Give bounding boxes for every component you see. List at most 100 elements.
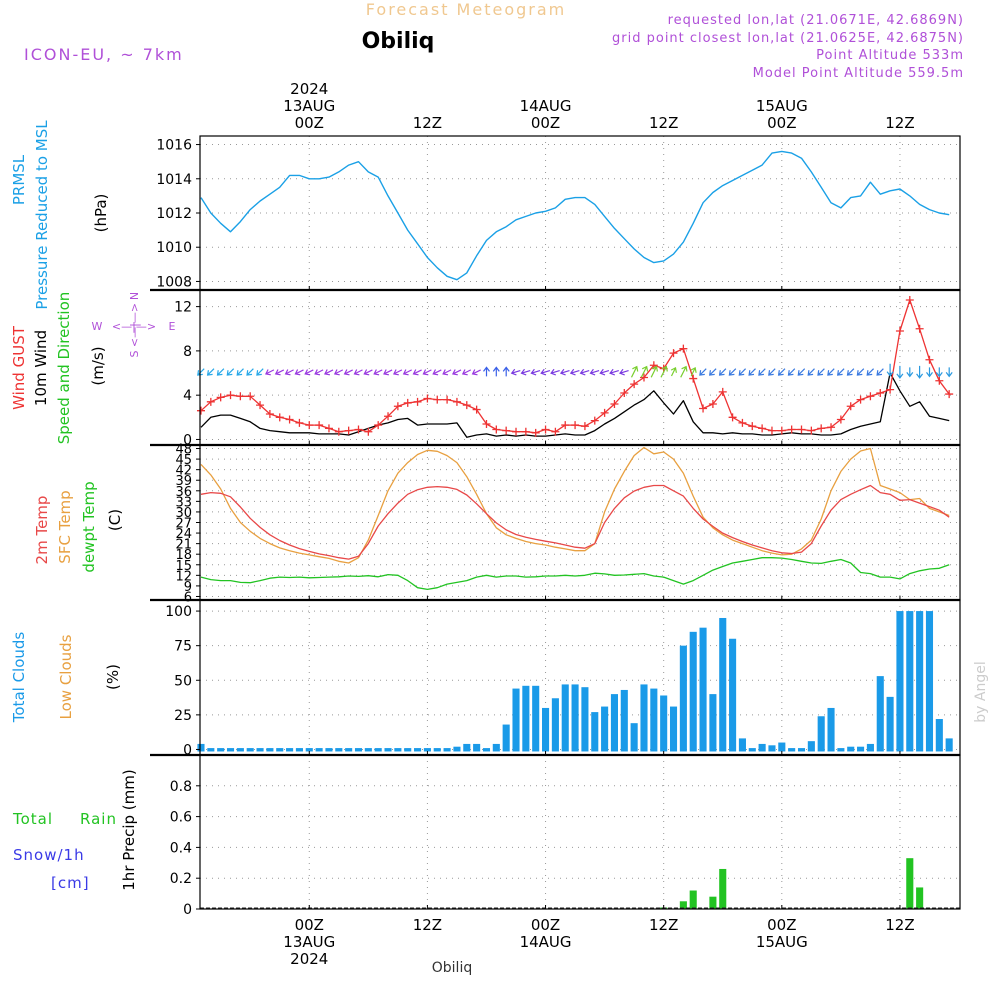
wind-gust-marker bbox=[748, 422, 757, 431]
wind-gust-marker bbox=[758, 424, 767, 433]
wind-direction-arrow bbox=[412, 369, 422, 376]
wind-direction-arrow bbox=[402, 369, 412, 376]
cloud-bar bbox=[266, 748, 274, 752]
wind-10m-series-line bbox=[200, 372, 950, 438]
cloud-bar bbox=[886, 696, 894, 752]
credit-text: by Angel bbox=[973, 661, 989, 722]
wind-direction-arrow bbox=[945, 367, 953, 378]
wind-direction-arrow bbox=[236, 368, 244, 376]
wind-gust-marker bbox=[324, 424, 333, 433]
y-tick-label: 0.2 bbox=[170, 871, 192, 887]
time-label-top: 14AUG bbox=[520, 97, 572, 115]
wind-direction-arrow bbox=[284, 369, 294, 376]
clouds-low-label: Low Clouds bbox=[57, 634, 75, 719]
wind-gust-marker bbox=[915, 324, 924, 333]
cloud-bar bbox=[640, 684, 648, 752]
wind-gust-marker bbox=[620, 388, 629, 397]
wind-gust-marker bbox=[354, 425, 363, 434]
wind-gust-marker bbox=[275, 413, 284, 422]
wind-gust-marker bbox=[285, 415, 294, 424]
time-label-top: 00Z bbox=[767, 114, 796, 132]
wind-direction-arrow bbox=[393, 369, 403, 376]
cloud-bar bbox=[896, 611, 904, 752]
cloud-bar bbox=[551, 698, 559, 752]
time-label-bottom: 2024 bbox=[290, 950, 328, 968]
y-tick-label: 42 bbox=[175, 464, 192, 479]
cloud-bar bbox=[463, 743, 471, 752]
y-tick-label: 100 bbox=[165, 604, 192, 620]
wind-direction-arrow bbox=[630, 365, 639, 378]
y-tick-label: 50 bbox=[174, 673, 192, 689]
cloud-bar bbox=[817, 716, 825, 752]
wind-direction-arrow bbox=[246, 368, 254, 376]
cloud-bar bbox=[473, 743, 481, 752]
wind-direction-arrow bbox=[690, 367, 697, 377]
wind-direction-arrow bbox=[886, 363, 894, 377]
wind-gust-marker bbox=[797, 425, 806, 434]
wind-gust-marker bbox=[807, 426, 816, 435]
cloud-bar bbox=[719, 617, 727, 752]
cloud-bar bbox=[364, 748, 372, 752]
wind-gust-marker bbox=[580, 422, 589, 431]
wind-direction-arrow bbox=[777, 368, 786, 376]
wind-direction-arrow bbox=[856, 368, 865, 376]
wind-direction-arrow bbox=[670, 367, 677, 377]
wind-gust-marker bbox=[423, 394, 432, 403]
panel-frame-clouds bbox=[199, 599, 961, 756]
axes-layer: 1008101010121014101604812691215182124273… bbox=[156, 80, 914, 968]
wind-direction-arrow bbox=[265, 369, 275, 376]
wind-direction-arrow bbox=[432, 369, 442, 376]
cloud-bar bbox=[207, 748, 215, 752]
wind-direction-arrow bbox=[502, 366, 510, 377]
wind-gust-marker bbox=[669, 349, 678, 358]
wind-gust-marker bbox=[344, 426, 353, 435]
wind-direction-arrow bbox=[216, 368, 225, 376]
y-tick-label: 0 bbox=[183, 432, 192, 448]
product-title: Forecast Meteogram bbox=[366, 0, 566, 19]
wind-direction-arrow bbox=[708, 368, 717, 376]
cloud-bar bbox=[857, 746, 865, 752]
wind-direction-arrow bbox=[442, 369, 452, 376]
time-label-bottom: 12Z bbox=[649, 916, 678, 934]
cloud-bar bbox=[315, 748, 323, 752]
wind-gust-marker bbox=[305, 421, 314, 430]
precip-snow-label: Snow/1h bbox=[13, 846, 85, 864]
wind-gust-marker bbox=[246, 392, 255, 401]
wind-gust-marker bbox=[502, 426, 511, 435]
wind-direction-arrow bbox=[787, 368, 796, 376]
cloud-bar bbox=[226, 748, 235, 752]
cloud-bar bbox=[916, 611, 924, 752]
wind-gust-marker bbox=[452, 397, 461, 406]
wind-gust-marker bbox=[315, 421, 324, 430]
wind-direction-arrow bbox=[550, 368, 560, 376]
cloud-bar bbox=[345, 748, 353, 752]
wind-gust-marker bbox=[600, 408, 609, 417]
wind-gust-marker bbox=[462, 401, 471, 410]
y-tick-label: 0.4 bbox=[170, 840, 192, 856]
wind-gust-marker bbox=[630, 380, 639, 389]
y-tick-label: 18 bbox=[175, 548, 192, 563]
y-tick-label: 25 bbox=[174, 708, 192, 724]
cloud-bar bbox=[650, 688, 658, 752]
y-tick-label: 9 bbox=[184, 580, 192, 595]
wind-gust-marker bbox=[374, 421, 383, 430]
y-tick-label: 8 bbox=[183, 344, 192, 360]
y-tick-label: 12 bbox=[174, 300, 192, 316]
time-label-bottom: 00Z bbox=[767, 916, 796, 934]
cloud-bar bbox=[325, 748, 333, 752]
panel-frame-wind bbox=[199, 289, 961, 446]
precip-bar bbox=[679, 901, 687, 909]
cloud-bar bbox=[758, 743, 766, 752]
wind-gust-marker bbox=[728, 413, 737, 422]
cloud-bar bbox=[197, 743, 205, 752]
time-label-bottom: 00Z bbox=[531, 916, 560, 934]
cloud-bar bbox=[729, 638, 737, 752]
precip-bar bbox=[906, 858, 914, 909]
wind-direction-arrow bbox=[827, 368, 835, 376]
wind-gust-marker bbox=[393, 402, 402, 411]
wind-gust-marker bbox=[492, 425, 501, 434]
wind-gust-marker bbox=[334, 427, 343, 436]
wind-gust-marker bbox=[561, 421, 570, 430]
y-tick-label: 45 bbox=[175, 453, 192, 468]
wind-gust-marker bbox=[925, 355, 934, 364]
